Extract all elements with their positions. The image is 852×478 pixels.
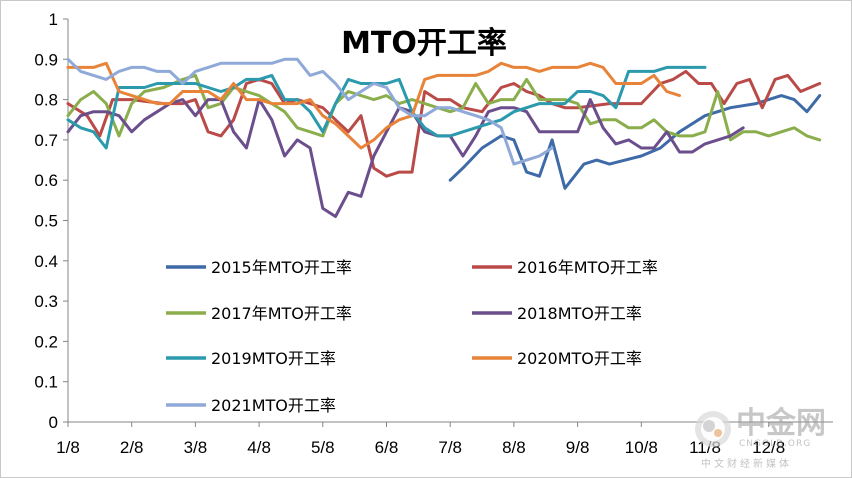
legend-label-1: 2015年MTO开工率 [211,258,352,277]
y-tick-label: 0 [49,413,58,432]
x-tick-label: 6/8 [375,438,399,457]
watermark: 中金网 CNGOLD.ORG 中文财经新媒体 [695,406,826,470]
legend-label-7: 2021MTO开工率 [211,396,336,415]
x-tick-label: 10/8 [625,438,658,457]
watermark-url: CNGOLD.ORG [739,439,811,449]
series-line-7 [66,57,554,166]
y-tick-label: 0.1 [34,373,58,392]
series-line-6 [66,61,681,150]
x-tick-label: 1/8 [56,438,80,457]
series-line-3 [66,73,822,142]
series-line-1 [448,94,822,190]
series-line-5 [66,65,707,150]
series-line-4 [66,98,745,218]
x-tick-label: 5/8 [311,438,335,457]
chart-title: MTO开工率 [341,26,507,61]
y-tick-label: 0.5 [34,212,58,231]
y-tick-label: 0.6 [34,171,58,190]
x-tick-label: 3/8 [184,438,208,457]
x-tick-label: 8/8 [502,438,526,457]
y-tick-label: 0.3 [34,292,58,311]
x-tick-label: 12/8 [752,438,785,457]
x-tick-label: 9/8 [566,438,590,457]
watermark-tagline: 中文财经新媒体 [701,457,792,470]
legend-label-3: 2017年MTO开工率 [211,304,352,323]
legend: 2015年MTO开工率 2016年MTO开工率 2017年MTO开工率 2018MTO… [166,258,658,415]
y-tick-label: 0.2 [34,332,58,351]
series-line-2 [66,69,822,178]
y-tick-label: 0.7 [34,131,58,150]
legend-label-6: 2020MTO开工率 [517,349,642,368]
legend-label-2: 2016年MTO开工率 [517,258,658,277]
y-tick-label: 0.8 [34,91,58,110]
y-tick-label: 1 [49,10,58,29]
y-axis: 0 0.1 0.2 0.3 0.4 0.5 0.6 0.7 0.8 0.9 1 [34,10,69,432]
y-tick-label: 0.4 [34,252,58,271]
x-tick-label: 2/8 [120,438,144,457]
legend-label-4: 2018MTO开工率 [517,304,642,323]
watermark-brand: 中金网 [736,406,826,441]
legend-label-5: 2019MTO开工率 [211,349,336,368]
series-layer [66,57,822,218]
y-tick-label: 0.9 [34,50,58,69]
x-tick-label: 4/8 [247,438,271,457]
x-tick-label: 7/8 [438,438,462,457]
brand-logo-icon [695,411,731,447]
